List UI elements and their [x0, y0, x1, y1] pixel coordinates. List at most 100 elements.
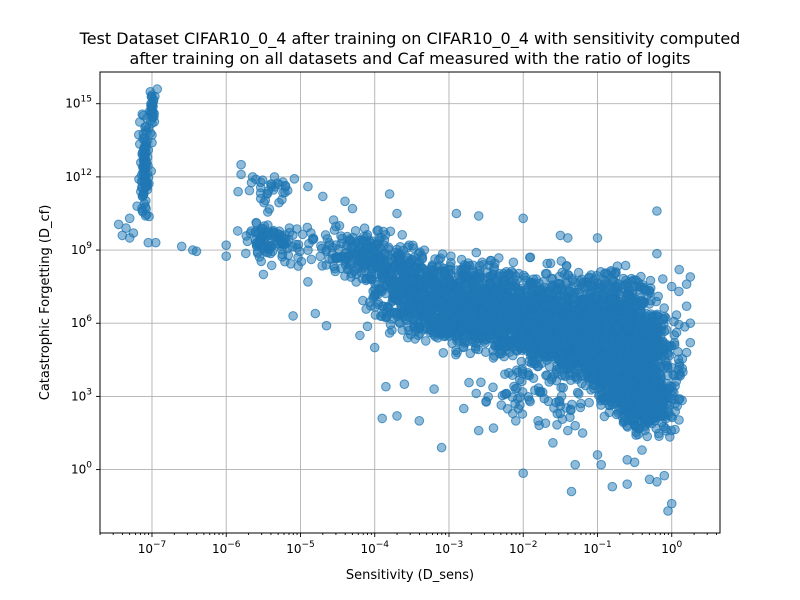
data-point	[317, 242, 326, 251]
data-point	[264, 208, 273, 217]
data-point	[267, 242, 276, 251]
data-point	[621, 261, 630, 270]
data-point	[571, 327, 580, 336]
data-point	[595, 391, 604, 400]
data-point	[234, 187, 243, 196]
data-point	[430, 328, 439, 337]
data-point	[405, 259, 414, 268]
data-point	[455, 279, 464, 288]
data-point	[675, 395, 684, 404]
data-point	[581, 381, 590, 390]
data-point	[640, 392, 649, 401]
data-point	[289, 231, 298, 240]
data-point	[477, 308, 486, 317]
data-point	[477, 378, 486, 387]
data-point	[363, 231, 372, 240]
data-point	[374, 226, 383, 235]
data-point	[254, 228, 263, 237]
data-point	[631, 422, 640, 431]
data-point	[468, 290, 477, 299]
data-point	[420, 315, 429, 324]
data-point	[371, 303, 380, 312]
data-point	[458, 324, 467, 333]
data-point	[359, 248, 368, 257]
data-point	[648, 330, 657, 339]
data-point	[545, 378, 554, 387]
data-point	[527, 359, 536, 368]
data-point	[509, 351, 518, 360]
data-point	[472, 389, 481, 398]
data-point	[565, 353, 574, 362]
data-point	[256, 189, 265, 198]
data-point	[642, 338, 651, 347]
data-point	[136, 118, 145, 127]
data-point	[433, 283, 442, 292]
data-point	[141, 203, 150, 212]
data-point	[675, 416, 684, 425]
data-point	[430, 313, 439, 322]
data-point	[623, 392, 632, 401]
data-point	[672, 328, 681, 337]
data-point	[307, 255, 316, 264]
data-point	[304, 246, 313, 255]
data-point	[573, 388, 582, 397]
data-point	[521, 273, 530, 282]
data-point	[485, 325, 494, 334]
data-point	[408, 276, 417, 285]
data-point	[559, 383, 568, 392]
data-point	[592, 337, 601, 346]
data-point	[410, 315, 419, 324]
data-point	[512, 339, 521, 348]
data-point	[290, 175, 299, 184]
data-point	[550, 344, 559, 353]
data-point	[489, 383, 498, 392]
data-point	[260, 198, 269, 207]
data-point	[543, 259, 552, 268]
data-point	[613, 366, 622, 375]
data-point	[664, 371, 673, 380]
data-point	[662, 400, 671, 409]
data-point	[602, 342, 611, 351]
data-point	[614, 324, 623, 333]
data-point	[242, 249, 251, 258]
data-point	[590, 373, 599, 382]
data-point	[398, 231, 407, 240]
data-point	[363, 322, 372, 331]
data-point	[572, 343, 581, 352]
data-point	[502, 389, 511, 398]
data-point	[540, 394, 549, 403]
data-point	[635, 403, 644, 412]
data-point	[267, 261, 276, 270]
data-point	[558, 316, 567, 325]
data-point	[586, 365, 595, 374]
data-point	[384, 245, 393, 254]
data-point	[472, 248, 481, 257]
data-point	[399, 273, 408, 282]
data-point	[527, 312, 536, 321]
data-point	[544, 315, 553, 324]
data-point	[539, 329, 548, 338]
data-point	[252, 218, 261, 227]
data-point	[529, 374, 538, 383]
data-point	[654, 351, 663, 360]
data-point	[508, 371, 517, 380]
data-point	[325, 239, 334, 248]
data-point	[335, 222, 344, 231]
data-point	[451, 313, 460, 322]
data-point	[396, 257, 405, 266]
data-point	[577, 399, 586, 408]
data-point	[278, 250, 287, 259]
data-point	[321, 231, 330, 240]
data-point	[396, 285, 405, 294]
data-point	[497, 401, 506, 410]
data-point	[674, 347, 683, 356]
data-point	[526, 349, 535, 358]
data-point	[446, 327, 455, 336]
data-point	[461, 266, 470, 275]
data-point	[278, 195, 287, 204]
data-point	[343, 265, 352, 274]
data-point	[467, 302, 476, 311]
data-point	[486, 280, 495, 289]
data-point	[666, 433, 675, 442]
data-point	[603, 322, 612, 331]
